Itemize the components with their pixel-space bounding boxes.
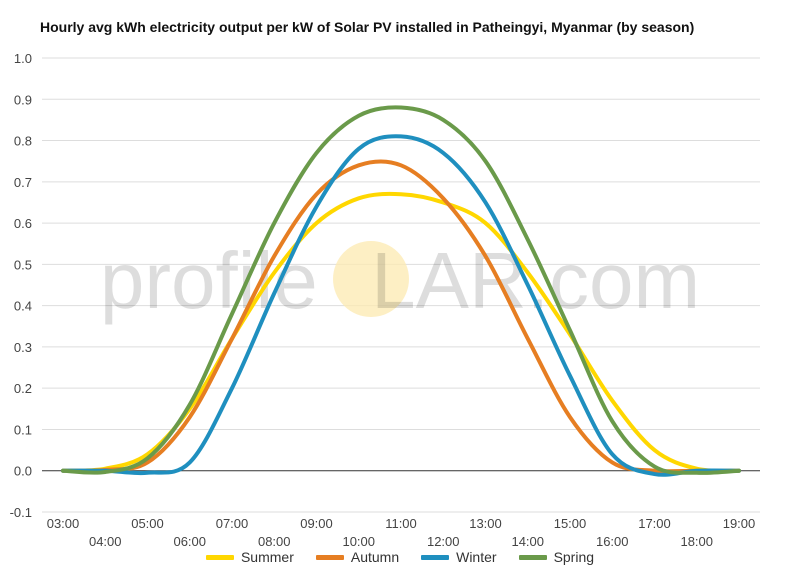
x-tick-label: 04:00: [89, 534, 122, 549]
gridlines: [42, 57, 760, 513]
x-tick-label: 13:00: [469, 516, 502, 531]
y-tick-label: 0.2: [14, 381, 32, 396]
x-tick-label: 19:00: [723, 516, 756, 531]
legend-label: Summer: [240, 549, 294, 565]
legend-label: Autumn: [350, 549, 400, 565]
y-tick-label: 0.3: [14, 340, 32, 355]
x-tick-label: 11:00: [385, 516, 417, 531]
legend-item-spring[interactable]: Spring: [518, 549, 595, 565]
watermark-text: profileSLAR.com: [100, 236, 700, 325]
x-tick-label: 03:00: [47, 516, 80, 531]
x-tick-label: 14:00: [511, 534, 544, 549]
legend-label: Winter: [456, 549, 497, 565]
legend-item-summer[interactable]: Summer: [205, 549, 294, 565]
legend-label: Spring: [553, 549, 595, 565]
y-tick-label: 0.1: [14, 422, 32, 437]
x-tick-label: 12:00: [427, 534, 460, 549]
series-line-autumn: [61, 159, 741, 474]
series-line-winter: [61, 134, 741, 477]
legend-swatch: [421, 554, 450, 560]
legend-swatch: [518, 554, 547, 560]
watermark-sun: [333, 241, 409, 317]
y-tick-label: 0.0: [14, 464, 32, 479]
chart-title: Hourly avg kWh electricity output per kW…: [40, 19, 695, 35]
x-tick-label: 10:00: [342, 534, 375, 549]
legend-item-autumn[interactable]: Autumn: [315, 549, 400, 565]
y-tick-label: 1.0: [14, 51, 32, 66]
y-tick-label: 0.8: [14, 134, 32, 149]
x-tick-label: 16:00: [596, 534, 629, 549]
series-line-spring: [61, 105, 741, 475]
x-tick-label: 06:00: [173, 534, 206, 549]
x-tick-label: 18:00: [680, 534, 713, 549]
x-tick-label: 05:00: [131, 516, 164, 531]
y-axis-ticks: -0.1 0.0 0.1 0.2 0.3 0.4 0.5 0.6 0.7 0.8 0.9 1.0: [10, 51, 32, 520]
legend-swatch: [315, 554, 344, 560]
x-tick-label: 09:00: [300, 516, 333, 531]
y-tick-label: -0.1: [10, 505, 32, 520]
legend-swatch: [205, 554, 234, 560]
x-tick-label: 17:00: [638, 516, 671, 531]
y-tick-label: 0.9: [14, 92, 32, 107]
y-tick-label: 0.7: [14, 175, 32, 190]
series-lines: [61, 105, 741, 477]
watermark: profileSLAR.com: [100, 236, 700, 325]
y-tick-label: 0.6: [14, 216, 32, 231]
legend-item-winter[interactable]: Winter: [421, 549, 497, 565]
y-tick-label: 0.4: [14, 299, 32, 314]
x-tick-label: 07:00: [216, 516, 249, 531]
y-tick-label: 0.5: [14, 257, 32, 272]
legend: Summer Autumn Winter Spring: [0, 549, 800, 565]
x-tick-label: 08:00: [258, 534, 291, 549]
watermark-mid: S: [318, 236, 371, 325]
x-axis-ticks: 03:00 04:00 05:00 06:00 07:00 08:00 09:00 10:00…: [47, 516, 756, 549]
watermark-pre: profile: [100, 236, 318, 325]
x-tick-label: 15:00: [554, 516, 587, 531]
